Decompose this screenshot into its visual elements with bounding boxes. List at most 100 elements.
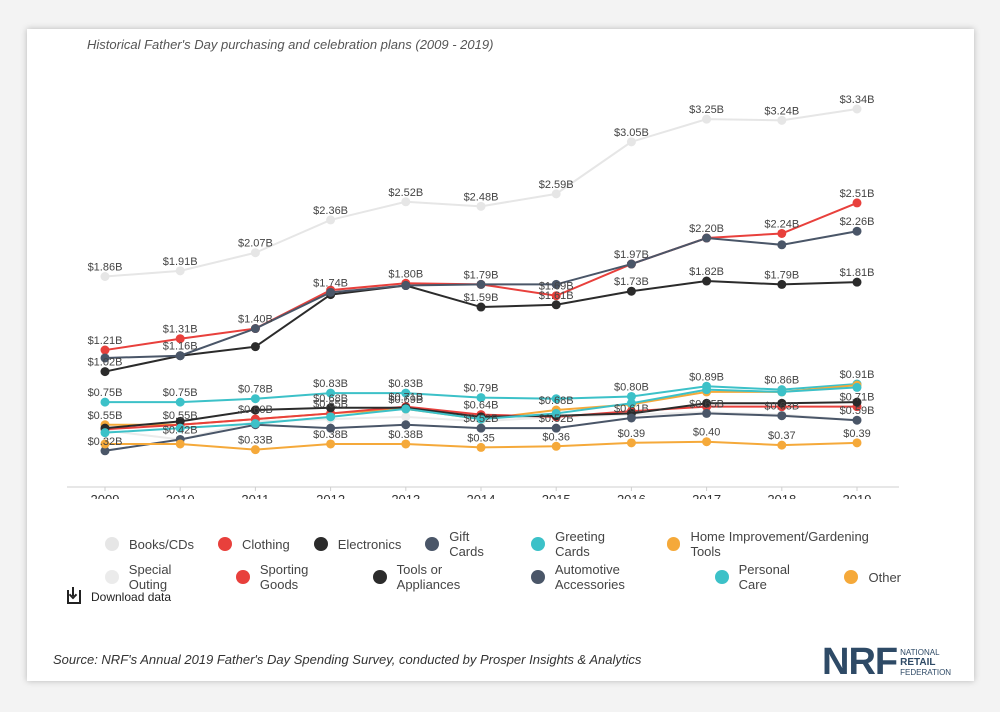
data-label: $1.59B: [464, 292, 499, 304]
legend-dot-icon: [218, 537, 233, 551]
data-label: $2.51B: [840, 188, 875, 200]
legend-item-personal-care[interactable]: Personal Care: [714, 562, 821, 592]
legend-dot-icon: [531, 537, 546, 551]
legend-item-books-cds[interactable]: Books/CDs: [105, 537, 194, 552]
legend-dot-icon: [313, 537, 328, 551]
download-data-button[interactable]: Download data: [67, 587, 172, 604]
data-label: $0.75B: [88, 387, 123, 399]
data-point: [326, 423, 336, 433]
nrf-logo: NRF NATIONAL RETAIL FEDERATION: [822, 641, 951, 684]
data-label: $0.71B: [840, 392, 875, 404]
data-point: [626, 391, 636, 401]
series-personal-care: [100, 382, 862, 438]
data-point: [250, 405, 260, 415]
data-point: [175, 334, 185, 344]
legend-item-sporting-goods[interactable]: Sporting Goods: [236, 562, 349, 592]
data-label: $3.24B: [764, 105, 799, 117]
series-books-cds: [100, 104, 862, 281]
data-point: [250, 324, 260, 334]
line-chart: 2009 2010 2011 2012 2013 2014 2015 2016 2017 2018…: [67, 94, 899, 499]
data-point: [626, 438, 636, 448]
data-point: [100, 271, 110, 281]
legend-item-gift-cards[interactable]: Gift Cards: [425, 529, 507, 559]
data-label: $0.68B: [539, 395, 574, 407]
data-point: [250, 445, 260, 455]
legend-item-clothing[interactable]: Clothing: [218, 537, 290, 552]
data-point: [852, 382, 862, 392]
legend-item-greeting-cards[interactable]: Greeting Cards: [531, 529, 642, 559]
download-icon: [67, 587, 81, 604]
legend-label: Greeting Cards: [555, 529, 605, 559]
data-point: [326, 403, 336, 413]
legend-dot-icon: [714, 570, 729, 584]
series-gift-cards: [100, 226, 862, 363]
legend-label: Other: [868, 569, 901, 585]
download-label: Download data: [91, 590, 172, 604]
data-label: $2.59B: [539, 179, 574, 191]
legend-item-home-improvement-gardening-tools[interactable]: Home Improvement/Gardening Tools: [666, 529, 901, 559]
data-point: [551, 189, 561, 199]
data-label: $1.73B: [614, 276, 649, 288]
legend-dot-icon: [105, 537, 119, 551]
data-point: [551, 441, 561, 451]
data-label: $1.16B: [163, 341, 198, 353]
legend-label: Clothing: [242, 536, 290, 552]
data-label: $0.91B: [840, 369, 875, 381]
legend-item-other[interactable]: Other: [844, 570, 901, 585]
legend-item-automotive-accessories[interactable]: Automotive Accessories: [531, 562, 691, 592]
legend-item-special-outing[interactable]: Special Outing: [105, 562, 212, 592]
data-point: [175, 423, 185, 433]
data-label: $2.48B: [464, 191, 499, 203]
data-point: [702, 408, 712, 418]
data-label: $0.38B: [388, 429, 423, 441]
data-point: [551, 423, 561, 433]
series-automotive-accessories: [100, 408, 862, 456]
data-label: $1.69B: [539, 281, 574, 293]
data-point: [626, 137, 636, 147]
data-point: [250, 419, 260, 429]
data-point: [476, 414, 486, 424]
data-point: [551, 394, 561, 404]
data-point: [326, 388, 336, 398]
legend-dot-icon: [844, 570, 859, 584]
data-label: $1.81B: [840, 267, 875, 279]
data-point: [175, 397, 185, 407]
data-label: $0.75B: [163, 387, 198, 399]
data-point: [852, 277, 862, 287]
data-label: $2.24B: [764, 218, 799, 230]
data-point: [551, 408, 561, 418]
data-point: [401, 281, 411, 291]
data-label: $1.79B: [464, 269, 499, 281]
data-label: $0.86B: [764, 375, 799, 387]
data-label: $0.55B: [88, 410, 123, 422]
data-point: [777, 115, 787, 125]
data-label: $1.80B: [388, 268, 423, 280]
data-point: [476, 423, 486, 433]
data-label: $0.40: [693, 427, 721, 439]
data-point: [852, 104, 862, 114]
data-label: $0.61B: [614, 403, 649, 415]
data-label: $1.86B: [88, 261, 123, 273]
data-point: [777, 228, 787, 238]
data-point: [476, 279, 486, 289]
legend-item-tools-or-appliances[interactable]: Tools or Appliances: [372, 562, 507, 592]
data-label: $1.74B: [313, 277, 348, 289]
data-label: $0.52B: [539, 413, 574, 425]
data-point: [100, 439, 110, 449]
data-label: $3.34B: [840, 94, 875, 106]
data-point: [551, 300, 561, 310]
data-point: [777, 279, 787, 289]
data-point: [250, 394, 260, 404]
data-label: $0.39: [618, 428, 646, 440]
data-label: $3.25B: [689, 104, 724, 116]
legend-label: Sporting Goods: [259, 562, 309, 592]
legend-item-electronics[interactable]: Electronics: [313, 537, 401, 552]
data-point: [702, 398, 712, 408]
data-point: [326, 412, 336, 422]
data-label: $1.21B: [88, 335, 123, 347]
data-point: [100, 345, 110, 355]
x-tick-label: 2009: [91, 492, 120, 499]
data-label: $0.83B: [388, 378, 423, 390]
x-tick-label: 2014: [467, 492, 496, 499]
data-point: [476, 442, 486, 452]
